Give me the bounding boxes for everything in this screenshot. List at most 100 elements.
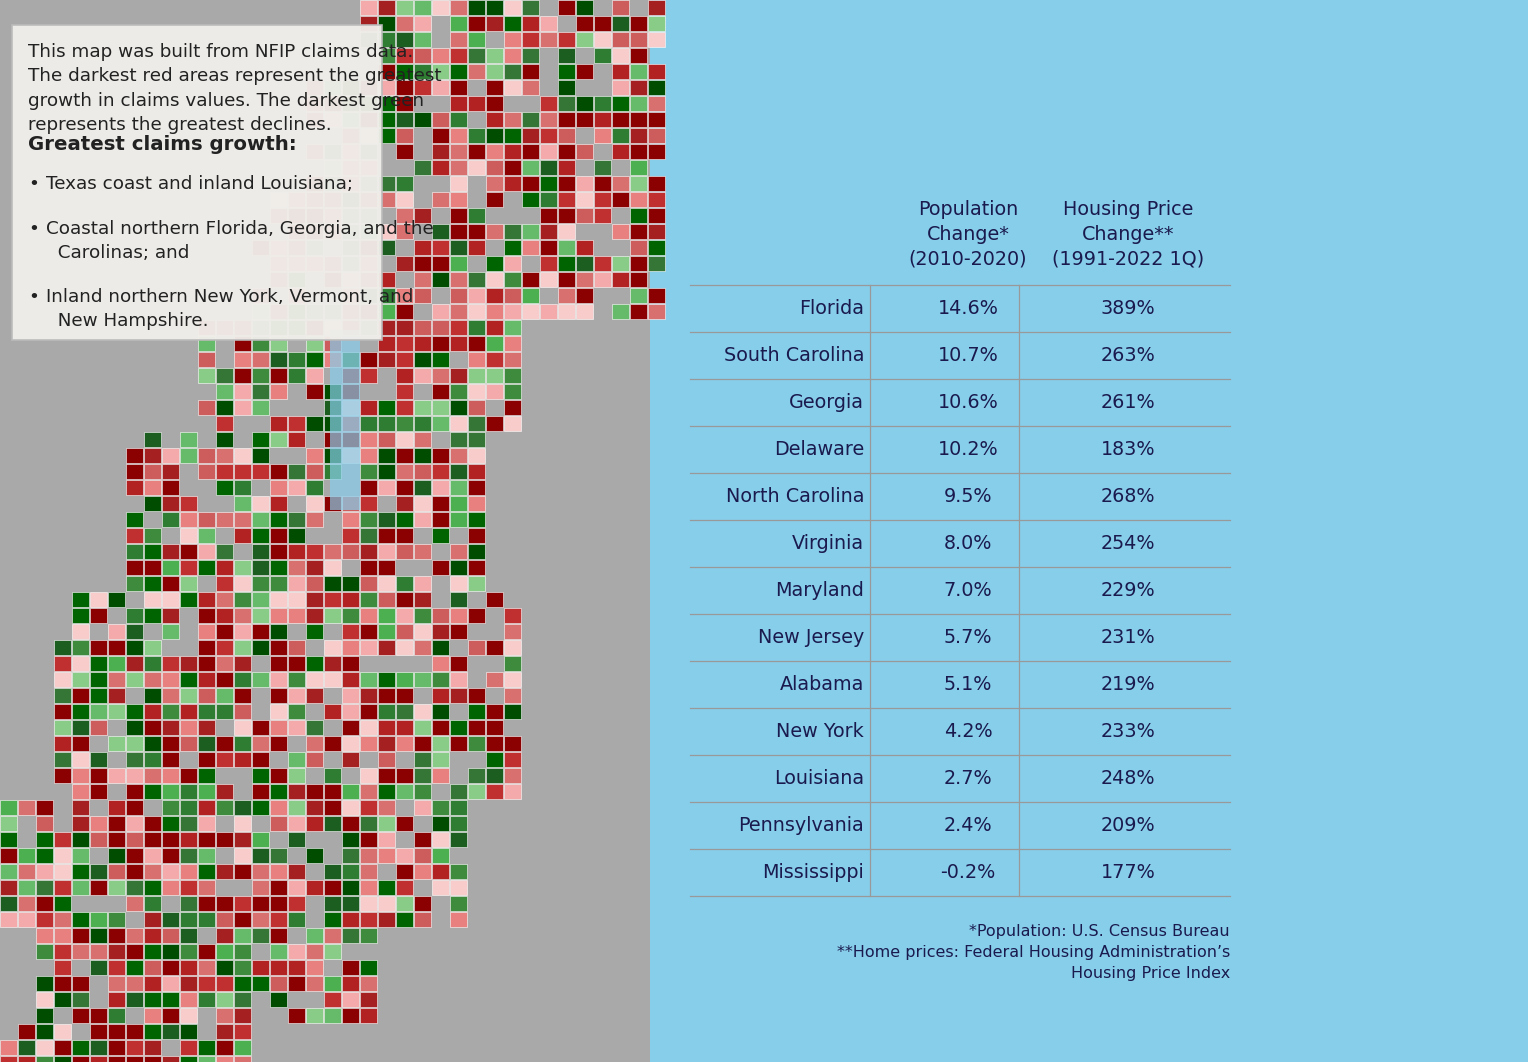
Bar <box>523 64 539 79</box>
Bar <box>432 656 449 671</box>
Bar <box>486 352 503 367</box>
Bar <box>342 432 359 447</box>
Bar <box>414 400 431 415</box>
Bar <box>414 544 431 559</box>
Bar <box>468 129 484 143</box>
Bar <box>396 384 413 399</box>
Bar <box>287 784 306 799</box>
Bar <box>252 720 269 735</box>
Bar <box>414 912 431 927</box>
Bar <box>125 464 144 479</box>
Bar <box>486 192 503 207</box>
Bar <box>306 336 322 352</box>
Bar <box>504 112 521 127</box>
Bar <box>37 896 53 911</box>
Bar <box>252 432 269 447</box>
Text: New York: New York <box>776 722 863 741</box>
Bar <box>324 144 341 159</box>
Text: •: • <box>28 288 38 306</box>
Bar <box>468 32 484 47</box>
Bar <box>306 672 322 687</box>
Bar <box>451 864 468 879</box>
Bar <box>180 592 197 607</box>
Bar <box>342 800 359 815</box>
Bar <box>234 352 251 367</box>
Bar <box>377 720 396 735</box>
Bar <box>287 240 306 255</box>
Bar <box>523 48 539 63</box>
Bar <box>342 369 359 383</box>
Bar <box>486 640 503 655</box>
Bar <box>53 1024 70 1039</box>
Bar <box>432 352 449 367</box>
Bar <box>414 256 431 271</box>
Bar <box>18 896 35 911</box>
Bar <box>361 736 377 751</box>
Bar <box>377 912 396 927</box>
Bar <box>234 672 251 687</box>
Bar <box>539 256 558 271</box>
Bar <box>0 912 17 927</box>
Bar <box>180 432 197 447</box>
Bar <box>342 912 359 927</box>
Bar <box>396 352 413 367</box>
Bar <box>108 736 125 751</box>
Bar <box>306 448 322 463</box>
Bar <box>162 847 179 863</box>
Bar <box>324 736 341 751</box>
Bar <box>377 224 396 239</box>
Bar <box>486 336 503 352</box>
Bar <box>504 224 521 239</box>
Bar <box>342 847 359 863</box>
Bar <box>324 272 341 287</box>
Text: Alabama: Alabama <box>779 675 863 693</box>
Bar <box>324 112 341 127</box>
Bar <box>306 256 322 271</box>
Bar <box>539 16 558 31</box>
Bar <box>613 144 630 159</box>
Bar <box>234 512 251 527</box>
Bar <box>342 320 359 335</box>
Bar <box>396 464 413 479</box>
Bar <box>414 784 431 799</box>
Bar <box>414 496 431 511</box>
Bar <box>414 369 431 383</box>
Bar <box>342 96 359 112</box>
Bar <box>504 784 521 799</box>
Bar <box>486 176 503 191</box>
Bar <box>199 320 215 335</box>
Bar <box>523 288 539 303</box>
Bar <box>287 352 306 367</box>
Bar <box>504 656 521 671</box>
Bar <box>270 992 287 1007</box>
Bar <box>306 720 322 735</box>
Bar <box>306 880 322 895</box>
Bar <box>287 224 306 239</box>
Bar <box>361 112 377 127</box>
Bar <box>486 768 503 783</box>
Text: -0.2%: -0.2% <box>940 863 996 883</box>
Bar <box>377 847 396 863</box>
Bar <box>523 129 539 143</box>
Bar <box>613 96 630 112</box>
Bar <box>504 304 521 319</box>
Bar <box>144 880 160 895</box>
Bar <box>451 272 468 287</box>
Bar <box>342 720 359 735</box>
Bar <box>306 512 322 527</box>
Bar <box>270 656 287 671</box>
Bar <box>342 272 359 287</box>
Bar <box>342 832 359 847</box>
Bar <box>361 288 377 303</box>
Bar <box>468 384 484 399</box>
Text: 231%: 231% <box>1100 628 1155 647</box>
Text: Pennsylvania: Pennsylvania <box>738 816 863 835</box>
Bar <box>377 576 396 590</box>
Bar <box>648 96 665 112</box>
Bar <box>504 369 521 383</box>
Bar <box>199 944 215 959</box>
Bar <box>377 672 396 687</box>
Bar <box>215 896 232 911</box>
Bar <box>396 16 413 31</box>
Bar <box>486 369 503 383</box>
